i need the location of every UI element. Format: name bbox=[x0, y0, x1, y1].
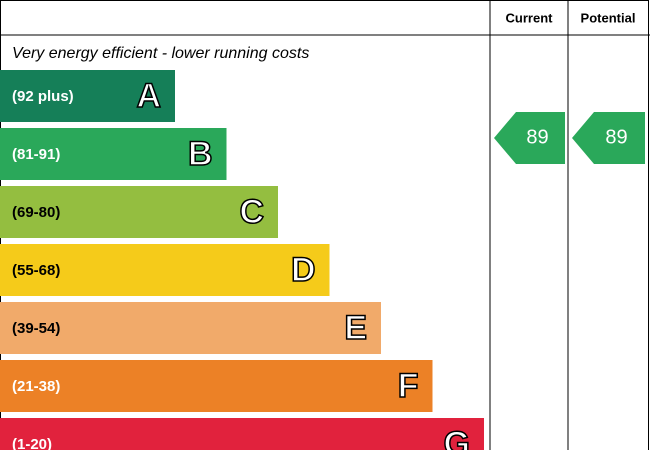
potential-value: 89 bbox=[605, 126, 627, 148]
band-letter: D bbox=[291, 251, 316, 289]
band-range: (81-91) bbox=[12, 146, 60, 163]
band-range: (21-38) bbox=[12, 378, 60, 395]
band-range: (1-20) bbox=[12, 436, 52, 450]
band bbox=[0, 186, 278, 238]
band-range: (92 plus) bbox=[12, 88, 74, 105]
potential-arrow bbox=[572, 112, 645, 164]
band bbox=[0, 70, 175, 122]
top-label: Very energy efficient - lower running co… bbox=[12, 45, 309, 62]
current-value: 89 bbox=[526, 126, 548, 148]
band-letter: A bbox=[136, 77, 161, 115]
band bbox=[0, 360, 433, 412]
header-current: Current bbox=[506, 10, 554, 25]
band bbox=[0, 244, 330, 296]
band-letter: G bbox=[444, 425, 470, 450]
band-range: (69-80) bbox=[12, 204, 60, 221]
band-range: (39-54) bbox=[12, 320, 60, 337]
header-potential: Potential bbox=[581, 10, 636, 25]
band bbox=[0, 418, 484, 450]
band-letter: B bbox=[188, 135, 213, 173]
band bbox=[0, 128, 227, 180]
band bbox=[0, 302, 381, 354]
band-letter: F bbox=[398, 367, 419, 405]
band-letter: E bbox=[344, 309, 367, 347]
band-range: (55-68) bbox=[12, 262, 60, 279]
current-arrow bbox=[494, 112, 565, 164]
band-letter: C bbox=[239, 193, 264, 231]
